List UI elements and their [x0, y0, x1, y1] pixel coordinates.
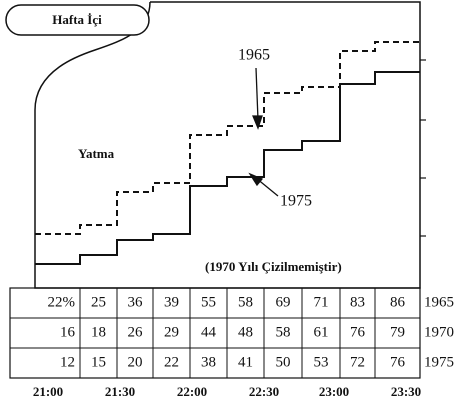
table-cell: 18	[91, 324, 106, 340]
table-cell: 48	[238, 324, 253, 340]
table-cell: 12	[60, 354, 75, 370]
table-cell: 69	[276, 294, 291, 310]
table-cell: 58	[238, 294, 253, 310]
table-cell: 15	[91, 354, 106, 370]
table-cell: 25	[91, 294, 106, 310]
table-cell: 36	[128, 294, 144, 310]
row-label: 1965	[424, 294, 454, 310]
annotation: 1965	[238, 47, 270, 64]
x-tick-label: 23:30	[391, 384, 421, 399]
table-cell: 83	[350, 294, 365, 310]
table-cell: 76	[390, 354, 406, 370]
table-cell: 16	[60, 324, 76, 340]
table-frame	[9, 287, 421, 379]
row-label: 1975	[424, 354, 454, 370]
x-tick-label: 21:30	[105, 384, 135, 399]
x-tick-label: 22:00	[177, 384, 207, 399]
table-cell: 26	[128, 324, 144, 340]
table-cell: 41	[238, 354, 253, 370]
table-cell: 55	[201, 294, 216, 310]
annotation: 1975	[280, 193, 312, 210]
x-tick-label: 21:00	[33, 384, 63, 399]
table-cell: 38	[201, 354, 216, 370]
table-cell: 39	[164, 294, 179, 310]
x-tick-label: 22:30	[249, 384, 279, 399]
table-cell: 71	[314, 294, 329, 310]
table-cell: 79	[390, 324, 405, 340]
table-cell: 58	[276, 324, 291, 340]
table-cell: 86	[390, 294, 406, 310]
chart-title: Hafta İçi	[52, 12, 102, 27]
annotation: Yatma	[78, 146, 115, 161]
axis-ticks	[420, 59, 426, 237]
table-cell: 72	[350, 354, 365, 370]
table-cell: 76	[350, 324, 366, 340]
table-cell: 20	[128, 354, 143, 370]
annotation: (1970 Yılı Çizilmemiştir)	[205, 259, 342, 274]
step-line	[35, 71, 420, 265]
x-tick-label: 23:00	[319, 384, 349, 399]
row-label: 1970	[424, 324, 454, 340]
table-cell: 29	[164, 324, 179, 340]
table-cell: 61	[314, 324, 329, 340]
table-cell: 22	[164, 354, 179, 370]
step-line	[35, 41, 420, 235]
table-cell: 50	[276, 354, 291, 370]
table-cell: 22%	[48, 294, 76, 310]
table-cell: 44	[201, 324, 217, 340]
title-box	[5, 4, 150, 36]
table-cell: 53	[314, 354, 329, 370]
